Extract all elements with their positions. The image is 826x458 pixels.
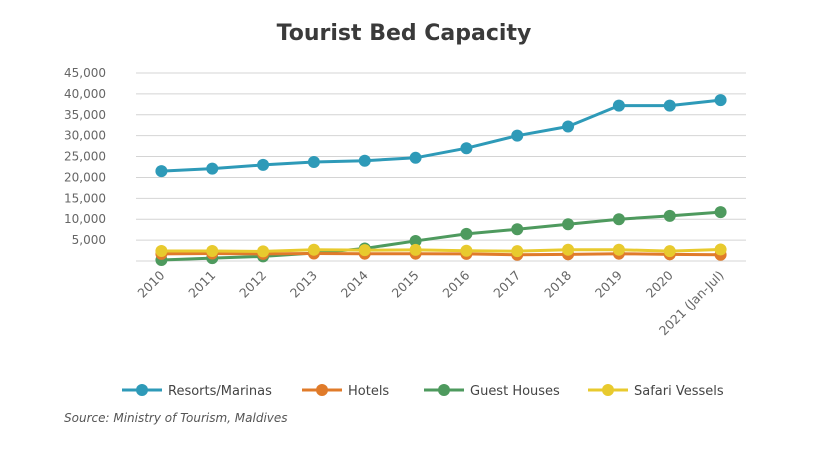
- data-point: [460, 142, 473, 155]
- x-tick-label: 2010: [134, 267, 167, 300]
- x-tick-label: 2011: [185, 268, 218, 301]
- y-tick-label: 35,000: [64, 108, 106, 122]
- data-point: [206, 244, 219, 257]
- x-tick-label: 2019: [592, 267, 625, 300]
- x-tick-label: 2013: [287, 268, 320, 301]
- legend-marker: [438, 384, 450, 396]
- legend-marker: [602, 384, 614, 396]
- data-point: [511, 245, 524, 258]
- x-tick-label: 2018: [541, 267, 574, 300]
- data-point: [257, 158, 270, 171]
- data-point: [663, 99, 676, 112]
- y-tick-label: 45,000: [64, 66, 106, 80]
- x-tick-label: 2016: [439, 267, 472, 300]
- data-point: [358, 244, 371, 257]
- series-line: [161, 98, 721, 173]
- data-point: [460, 244, 473, 257]
- x-tick-label: 2020: [643, 267, 676, 300]
- legend-label: Resorts/Marinas: [168, 384, 272, 399]
- x-tick-label: 2017: [490, 268, 523, 301]
- series-line: [161, 210, 721, 262]
- data-point: [562, 243, 575, 256]
- legend-label: Hotels: [348, 384, 389, 399]
- x-tick-label: 2014: [338, 267, 371, 300]
- x-tick-label: 2015: [389, 268, 422, 301]
- y-tick-label: 20,000: [64, 170, 106, 184]
- y-tick-label: 30,000: [64, 129, 106, 143]
- series-guest-houses: [155, 206, 727, 266]
- y-tick-label: 10,000: [64, 212, 106, 226]
- data-point: [409, 151, 422, 164]
- legend-item: Resorts/Marinas: [122, 384, 272, 399]
- series-resorts-marinas: [155, 94, 727, 178]
- data-point: [562, 120, 575, 133]
- legend-item: Hotels: [302, 384, 389, 399]
- data-point: [307, 243, 320, 256]
- x-tick-label: 2012: [236, 268, 269, 301]
- series-line: [161, 248, 721, 253]
- data-point: [409, 243, 422, 256]
- legend-item: Guest Houses: [424, 384, 560, 399]
- data-point: [155, 244, 168, 257]
- series-group: [155, 94, 727, 266]
- data-point: [714, 94, 727, 107]
- data-point: [562, 218, 575, 231]
- source-note: Source: Ministry of Tourism, Maldives: [64, 411, 288, 425]
- data-point: [663, 245, 676, 258]
- grid: [136, 72, 746, 262]
- data-point: [257, 245, 270, 258]
- legend-label: Safari Vessels: [634, 384, 724, 399]
- data-point: [612, 243, 625, 256]
- data-point: [155, 165, 168, 178]
- data-point: [612, 213, 625, 226]
- data-point: [358, 154, 371, 167]
- y-tick-label: 5,000: [72, 233, 106, 247]
- data-point: [409, 234, 422, 247]
- data-point: [714, 206, 727, 219]
- series-line: [161, 251, 721, 257]
- legend: Resorts/Marinas Hotels Guest Houses Safari …: [122, 384, 724, 399]
- chart-title: Tourist Bed Capacity: [277, 21, 532, 46]
- data-point: [714, 243, 727, 256]
- y-axis: 5,000 10,000 15,000 20,000 25,000 30,000 35,00…: [64, 66, 106, 247]
- legend-marker: [316, 384, 328, 396]
- data-point: [511, 129, 524, 142]
- legend-label: Guest Houses: [470, 384, 560, 399]
- data-point: [307, 155, 320, 168]
- x-axis: 2010 2011 2012 2013 2014 2015 2016 2017 2018 2019…: [134, 267, 726, 338]
- data-point: [663, 209, 676, 222]
- legend-item: Safari Vessels: [588, 384, 724, 399]
- data-point: [511, 223, 524, 236]
- data-point: [612, 99, 625, 112]
- y-tick-label: 40,000: [64, 87, 106, 101]
- legend-marker: [136, 384, 148, 396]
- data-point: [460, 227, 473, 240]
- y-tick-label: 15,000: [64, 191, 106, 205]
- y-tick-label: 25,000: [64, 150, 106, 164]
- series-safari-vessels: [155, 243, 727, 258]
- data-point: [206, 162, 219, 175]
